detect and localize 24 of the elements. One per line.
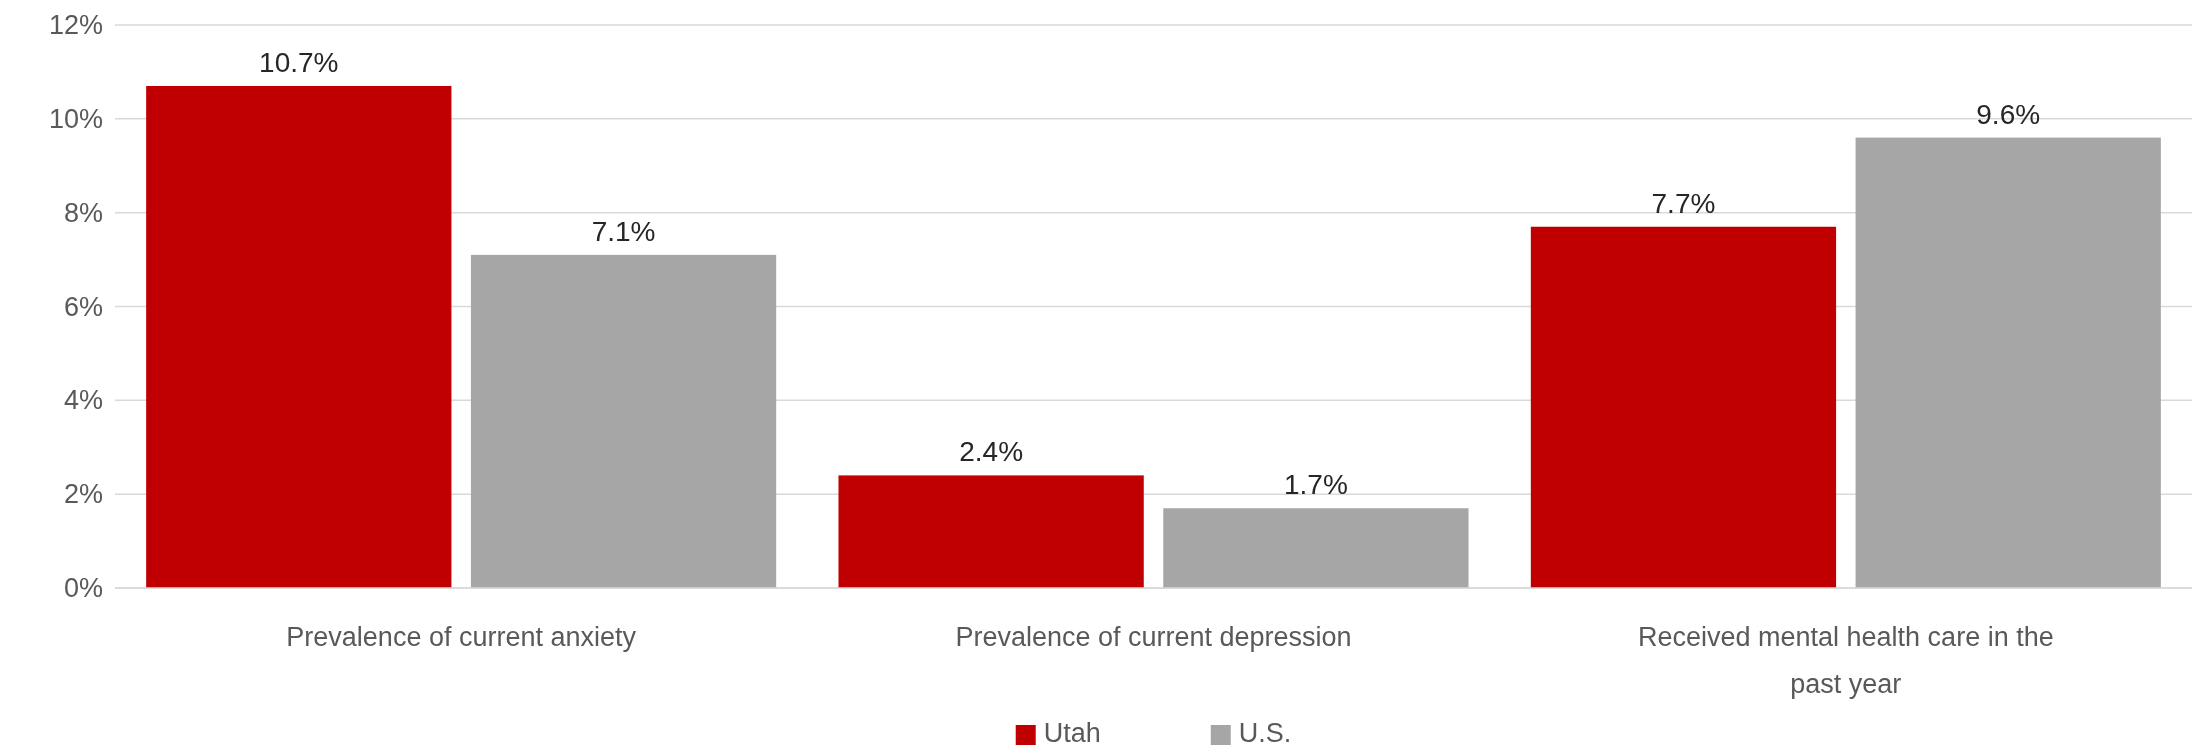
x-tick-label: Prevalence of current depression	[955, 622, 1352, 652]
y-tick-label: 10%	[48, 103, 103, 134]
bar	[1163, 508, 1469, 588]
text: 10.7%	[259, 46, 339, 78]
legend-label: Utah	[1043, 718, 1101, 748]
bar	[1855, 137, 2161, 588]
y-tick-label: 4%	[63, 385, 103, 416]
legend-label: U.S.	[1238, 718, 1292, 748]
x-tick-label: Received mental health care in the past year	[1637, 622, 2054, 699]
y-tick-label: 12%	[48, 10, 103, 41]
y-tick-label: 2%	[63, 479, 103, 510]
text: 9.6%	[1976, 98, 2041, 130]
x-tick-label: Prevalence of current anxiety	[286, 622, 637, 652]
y-tick-label: 6%	[63, 291, 103, 322]
bar	[146, 85, 452, 588]
bar	[1530, 226, 1837, 588]
y-tick-label: 0%	[63, 573, 103, 604]
text: 7.1%	[591, 215, 656, 247]
text: 1.7%	[1283, 469, 1348, 501]
bar	[838, 475, 1144, 588]
text: 2.4%	[959, 436, 1024, 468]
y-tick-label: 8%	[63, 197, 103, 228]
text: 7.7%	[1651, 187, 1716, 219]
bar	[470, 254, 777, 588]
